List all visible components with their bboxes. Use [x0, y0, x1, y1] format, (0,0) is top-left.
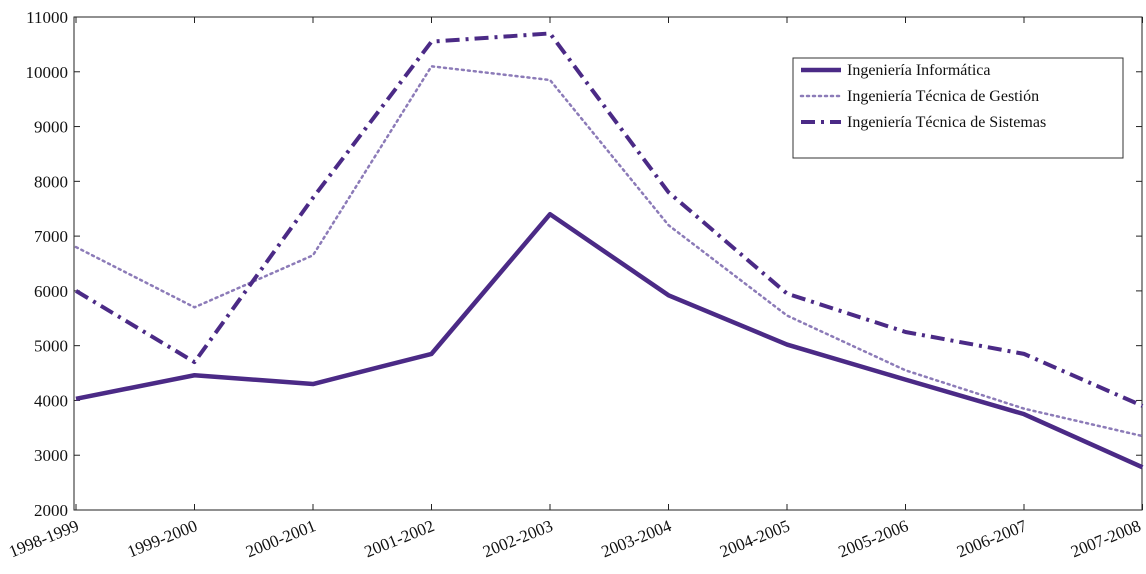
- x-tick-label: 2004-2005: [717, 516, 792, 561]
- x-tick-label: 2001-2002: [362, 516, 437, 561]
- y-tick-label: 4000: [34, 391, 68, 410]
- series-group: [74, 31, 1144, 470]
- x-tick-label: 2002-2003: [480, 516, 555, 561]
- y-axis: 2000 3000 4000 5000 6000 7000 8000 9000 10000 110…: [26, 8, 1142, 520]
- legend: Ingeniería Informática Ingeniería Técnica…: [792, 57, 1124, 159]
- x-tick-label: 2003-2004: [599, 516, 675, 561]
- x-tick-label: 2007-2008: [1068, 516, 1143, 561]
- legend-label: Ingeniería Técnica de Gestión: [847, 88, 1039, 105]
- y-tick-label: 3000: [34, 446, 68, 465]
- legend-label: Ingeniería Técnica de Sistemas: [847, 114, 1046, 131]
- y-tick-label: 11000: [26, 8, 68, 27]
- x-tick-label: 1999-2000: [125, 516, 200, 561]
- y-tick-label: 6000: [34, 282, 68, 301]
- y-tick-label: 10000: [26, 63, 69, 82]
- series-line-1: [75, 211, 1144, 470]
- y-tick-label: 8000: [34, 172, 68, 191]
- x-tick-label: 2006-2007: [954, 516, 1030, 561]
- x-tick-label: 2005-2006: [836, 516, 911, 561]
- y-tick-label: 7000: [34, 227, 68, 246]
- series-line-3: [74, 31, 1144, 408]
- y-tick-label: 5000: [34, 337, 68, 356]
- y-tick-label: 2000: [34, 501, 68, 520]
- legend-label: Ingeniería Informática: [847, 62, 990, 79]
- x-tick-label: 2000-2001: [243, 516, 318, 561]
- x-tick-label: 1998-1999: [6, 516, 81, 561]
- legend-box: [792, 57, 1124, 159]
- y-tick-label: 9000: [34, 118, 68, 137]
